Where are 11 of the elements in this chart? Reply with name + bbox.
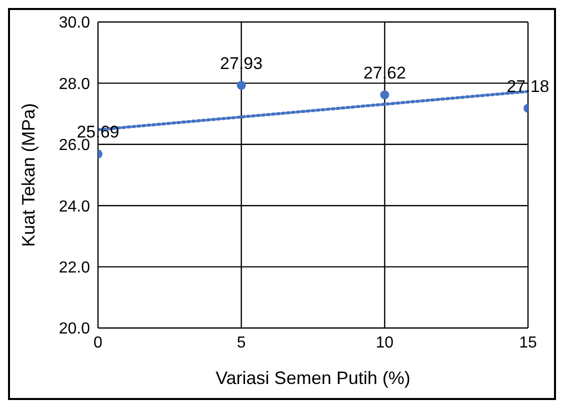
x-tick-label: 5 [236,334,246,352]
y-tick-label: 28.0 [58,76,90,93]
y-tick-label: 22.0 [58,259,90,276]
x-tick-label: 15 [519,334,537,352]
x-axis-title: Variasi Semen Putih (%) [216,368,410,388]
x-tick-label: 10 [376,334,394,352]
y-tick-label: 30.0 [58,14,90,32]
y-axis-title: Kuat Tekan (MPa) [18,103,38,247]
x-tick-label: 0 [94,334,103,352]
y-tick-label: 20.0 [58,320,90,338]
y-tick-label: 24.0 [58,198,90,216]
